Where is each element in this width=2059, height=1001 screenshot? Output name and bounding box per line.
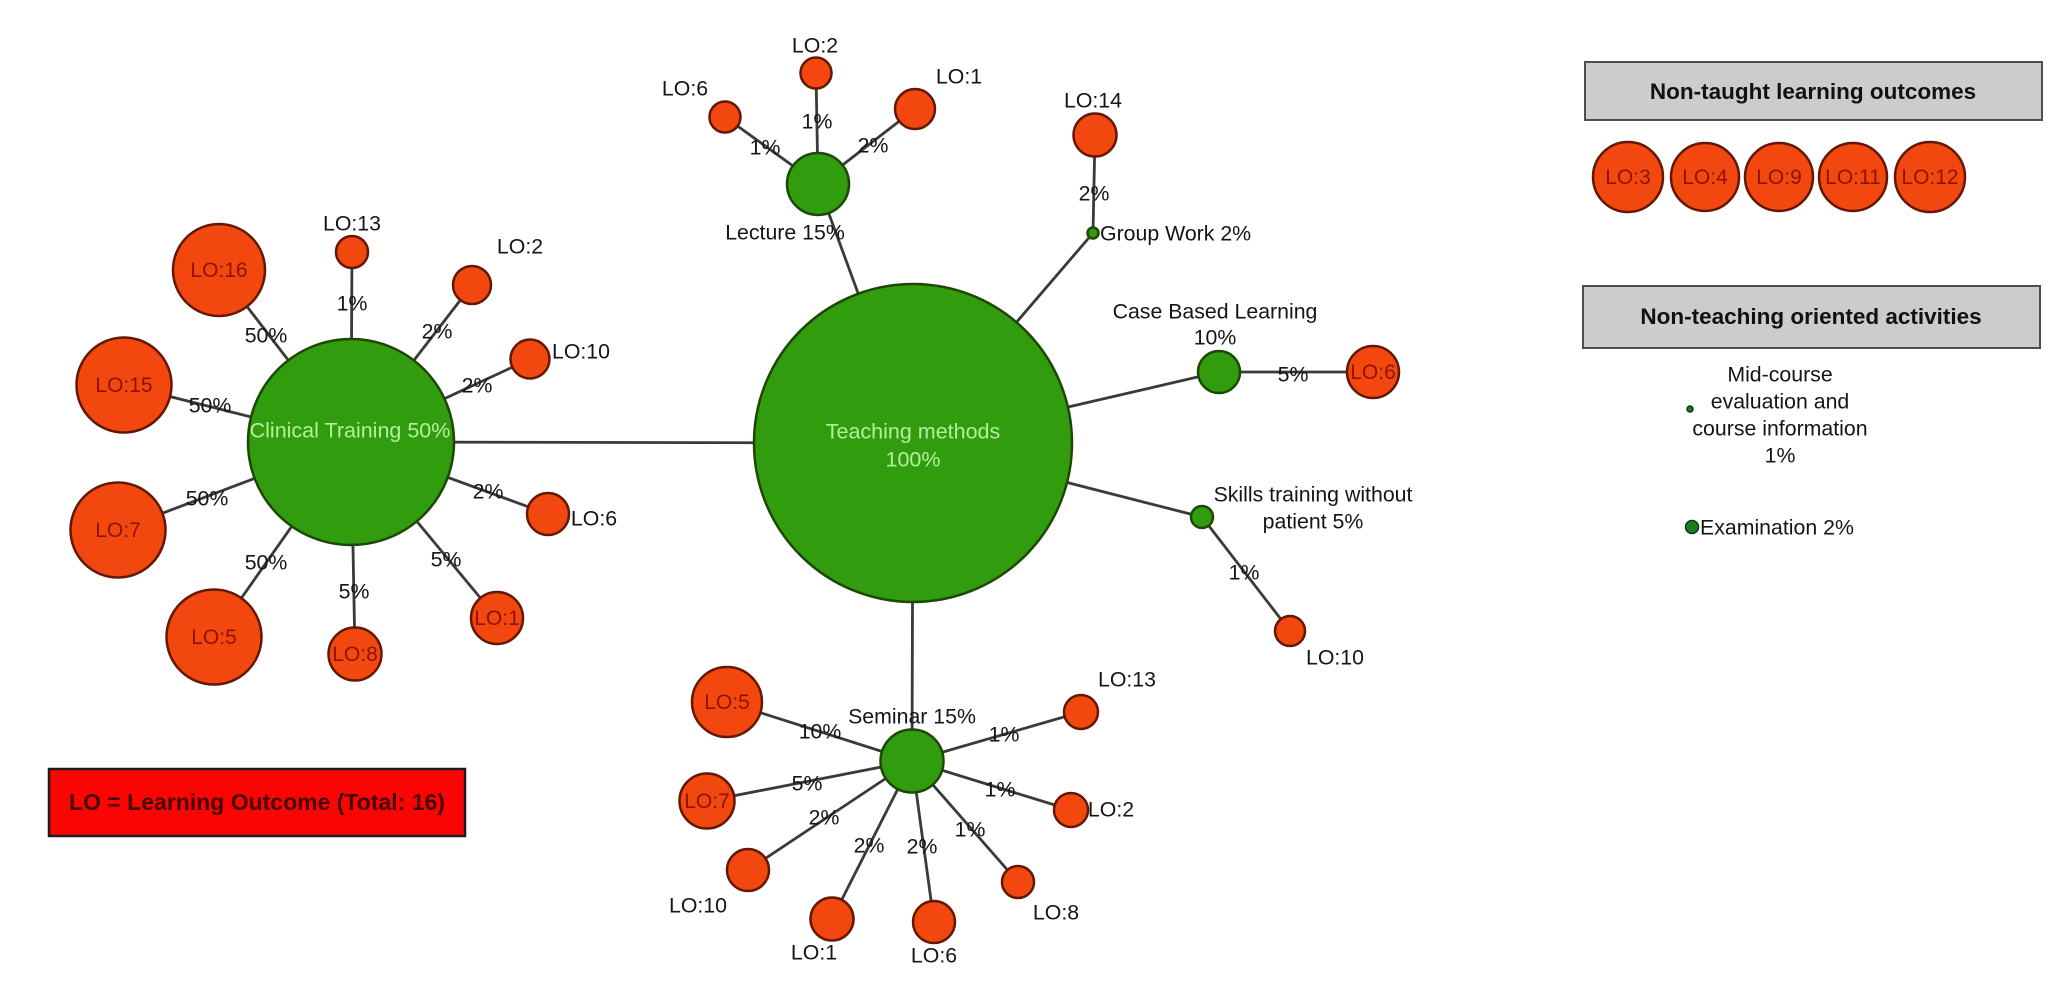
svg-text:LO:9: LO:9 bbox=[1756, 166, 1802, 189]
svg-text:50%: 50% bbox=[186, 487, 229, 511]
svg-text:Case Based Learning: Case Based Learning bbox=[1113, 300, 1318, 324]
svg-text:Clinical Training 50%: Clinical Training 50% bbox=[250, 419, 451, 443]
svg-text:LO:5: LO:5 bbox=[704, 691, 750, 714]
svg-text:1%: 1% bbox=[1229, 561, 1260, 585]
svg-text:Seminar 15%: Seminar 15% bbox=[848, 705, 976, 729]
svg-text:5%: 5% bbox=[1278, 363, 1309, 387]
svg-text:1%: 1% bbox=[985, 778, 1016, 802]
svg-text:Mid-course: Mid-course bbox=[1727, 363, 1832, 387]
svg-text:LO:13: LO:13 bbox=[1098, 668, 1156, 692]
svg-text:Examination 2%: Examination 2% bbox=[1700, 516, 1854, 540]
svg-text:100%: 100% bbox=[886, 448, 941, 472]
svg-text:LO:11: LO:11 bbox=[1825, 166, 1881, 189]
svg-text:LO:7: LO:7 bbox=[684, 790, 730, 813]
svg-text:2%: 2% bbox=[473, 480, 504, 504]
svg-text:LO:2: LO:2 bbox=[792, 34, 838, 58]
svg-text:1%: 1% bbox=[955, 818, 986, 842]
svg-text:1%: 1% bbox=[750, 136, 781, 160]
svg-text:10%: 10% bbox=[1194, 326, 1237, 350]
svg-text:5%: 5% bbox=[339, 580, 370, 604]
svg-text:1%: 1% bbox=[989, 723, 1020, 747]
svg-text:Teaching methods: Teaching methods bbox=[826, 420, 1001, 444]
svg-text:LO:8: LO:8 bbox=[332, 643, 378, 666]
svg-text:LO:10: LO:10 bbox=[669, 894, 727, 918]
svg-text:50%: 50% bbox=[189, 394, 232, 418]
svg-text:2%: 2% bbox=[1079, 182, 1110, 206]
svg-text:2%: 2% bbox=[854, 834, 885, 858]
svg-text:evaluation and: evaluation and bbox=[1711, 390, 1850, 414]
svg-text:50%: 50% bbox=[245, 551, 288, 575]
svg-text:LO:4: LO:4 bbox=[1682, 166, 1728, 189]
svg-text:1%: 1% bbox=[1765, 444, 1796, 468]
svg-text:LO:1: LO:1 bbox=[474, 607, 520, 630]
svg-text:LO:6: LO:6 bbox=[911, 944, 957, 968]
svg-text:course information: course information bbox=[1692, 417, 1867, 441]
svg-text:LO:1: LO:1 bbox=[791, 941, 837, 965]
svg-text:Lecture 15%: Lecture 15% bbox=[725, 221, 845, 245]
svg-text:LO = Learning Outcome (Total:: LO = Learning Outcome (Total: 16) bbox=[69, 789, 445, 815]
svg-text:LO:10: LO:10 bbox=[1306, 646, 1364, 670]
svg-text:10%: 10% bbox=[799, 720, 842, 744]
svg-text:LO:15: LO:15 bbox=[95, 374, 152, 397]
svg-text:2%: 2% bbox=[462, 374, 493, 398]
svg-text:patient 5%: patient 5% bbox=[1263, 510, 1364, 534]
svg-text:LO:13: LO:13 bbox=[323, 212, 381, 236]
svg-text:5%: 5% bbox=[431, 548, 462, 572]
svg-text:LO:6: LO:6 bbox=[571, 507, 617, 531]
svg-text:LO:6: LO:6 bbox=[1350, 361, 1396, 384]
svg-text:LO:5: LO:5 bbox=[191, 626, 237, 649]
svg-text:LO:14: LO:14 bbox=[1064, 89, 1122, 113]
svg-text:LO:10: LO:10 bbox=[552, 340, 610, 364]
svg-text:Skills training without: Skills training without bbox=[1214, 483, 1413, 507]
svg-text:LO:3: LO:3 bbox=[1605, 166, 1651, 189]
svg-text:LO:2: LO:2 bbox=[497, 235, 543, 259]
svg-text:Non-taught learning outcomes: Non-taught learning outcomes bbox=[1650, 79, 1976, 104]
svg-text:2%: 2% bbox=[809, 806, 840, 830]
svg-text:1%: 1% bbox=[802, 110, 833, 134]
svg-text:2%: 2% bbox=[907, 835, 938, 859]
svg-text:LO:2: LO:2 bbox=[1088, 798, 1134, 822]
svg-text:LO:8: LO:8 bbox=[1033, 901, 1079, 925]
svg-text:LO:6: LO:6 bbox=[662, 77, 708, 101]
svg-text:Non-teaching oriented activiti: Non-teaching oriented activities bbox=[1640, 304, 1981, 329]
svg-text:5%: 5% bbox=[792, 772, 823, 796]
svg-text:50%: 50% bbox=[245, 324, 288, 348]
svg-text:2%: 2% bbox=[858, 134, 889, 158]
svg-text:2%: 2% bbox=[422, 320, 453, 344]
svg-text:LO:1: LO:1 bbox=[936, 65, 982, 89]
svg-text:1%: 1% bbox=[337, 292, 368, 316]
svg-text:LO:7: LO:7 bbox=[95, 519, 141, 542]
svg-text:LO:16: LO:16 bbox=[190, 259, 247, 282]
svg-text:Group Work 2%: Group Work 2% bbox=[1100, 222, 1251, 246]
svg-text:LO:12: LO:12 bbox=[1901, 166, 1958, 189]
